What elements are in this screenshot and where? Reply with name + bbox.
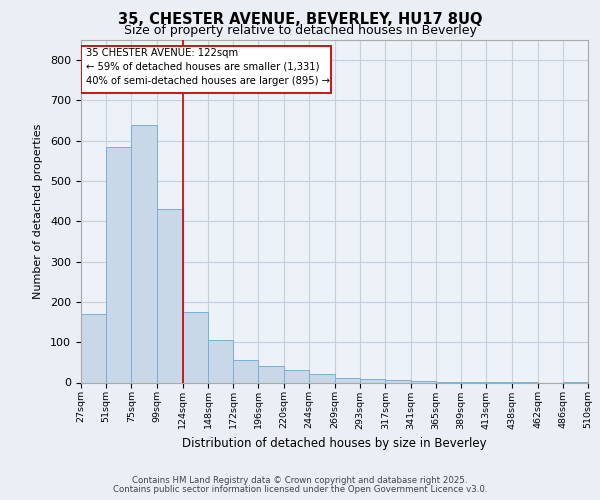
Bar: [81, 314, 106, 382]
Text: 35 CHESTER AVENUE: 122sqm
← 59% of detached houses are smaller (1,331)
40% of se: 35 CHESTER AVENUE: 122sqm ← 59% of detac…: [86, 48, 330, 86]
Bar: [233, 360, 259, 382]
Bar: [259, 366, 284, 382]
Text: Contains public sector information licensed under the Open Government Licence v3: Contains public sector information licen…: [113, 484, 487, 494]
Bar: [183, 312, 208, 382]
Bar: [208, 340, 233, 382]
Bar: [157, 209, 183, 382]
Bar: [284, 370, 309, 382]
Bar: [360, 380, 385, 382]
Text: Size of property relative to detached houses in Beverley: Size of property relative to detached ho…: [124, 24, 476, 37]
Bar: [309, 374, 335, 382]
Bar: [385, 380, 410, 382]
Bar: [106, 147, 131, 382]
Text: Contains HM Land Registry data © Crown copyright and database right 2025.: Contains HM Land Registry data © Crown c…: [132, 476, 468, 485]
Text: 35, CHESTER AVENUE, BEVERLEY, HU17 8UQ: 35, CHESTER AVENUE, BEVERLEY, HU17 8UQ: [118, 12, 482, 28]
Bar: [131, 124, 157, 382]
Bar: [335, 378, 360, 382]
FancyBboxPatch shape: [81, 46, 331, 93]
X-axis label: Distribution of detached houses by size in Beverley: Distribution of detached houses by size …: [182, 437, 487, 450]
Y-axis label: Number of detached properties: Number of detached properties: [33, 124, 43, 299]
